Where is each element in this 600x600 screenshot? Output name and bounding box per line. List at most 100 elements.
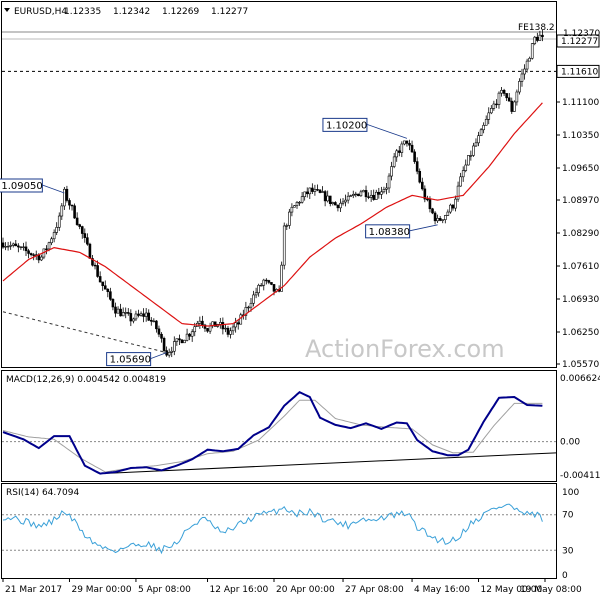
x-tick-label: 27 Apr 08:00 — [345, 585, 404, 595]
candle-body — [408, 143, 411, 146]
candle — [242, 309, 245, 320]
price-tick-label: 1.08970 — [562, 196, 599, 206]
candle-body — [403, 140, 406, 145]
candle-body — [490, 108, 493, 114]
candle-body — [103, 285, 107, 290]
candle — [165, 346, 168, 357]
candle — [515, 89, 519, 106]
candle-body — [282, 225, 286, 266]
candle — [178, 334, 181, 345]
candle-body — [502, 89, 506, 94]
candle-body — [80, 226, 84, 234]
candle-body — [265, 279, 268, 282]
candle — [45, 245, 48, 255]
candle-body — [492, 103, 496, 109]
candle — [88, 242, 92, 259]
candle — [40, 254, 43, 262]
candle-body — [40, 256, 43, 261]
candle-body — [47, 242, 51, 250]
candle — [172, 336, 176, 356]
candle — [405, 140, 409, 147]
candle-body — [137, 313, 140, 316]
candle-body — [323, 191, 327, 202]
candle — [523, 64, 526, 80]
candle-body — [157, 328, 161, 335]
candle — [86, 233, 89, 246]
candle — [433, 211, 437, 225]
candle-body — [397, 150, 401, 153]
callout-leader — [42, 184, 65, 194]
candle — [155, 320, 158, 333]
candle — [259, 282, 263, 287]
candle-body — [311, 187, 314, 192]
rsi-panel-frame — [1, 483, 557, 579]
price-callout: 1.10200 — [322, 117, 408, 139]
candle-body — [316, 189, 319, 191]
candle — [83, 228, 87, 243]
candle — [313, 184, 317, 196]
callout-box — [0, 178, 43, 193]
candle-body — [50, 238, 53, 244]
candle — [357, 193, 360, 197]
candle — [244, 301, 248, 320]
candle-body — [387, 175, 391, 189]
candle — [180, 339, 184, 344]
candle-body — [172, 341, 176, 352]
candle-body — [438, 217, 442, 221]
candle-body — [477, 135, 480, 144]
candle-body — [364, 190, 368, 198]
candle-body — [249, 302, 253, 308]
candle — [229, 327, 232, 339]
candle-body — [78, 224, 81, 227]
price-label-box — [556, 34, 600, 48]
rsi-tick-label: 70 — [562, 511, 574, 521]
x-tick-label: 29 Mar 00:00 — [71, 585, 131, 595]
candle — [119, 303, 122, 317]
candle-body — [354, 193, 358, 196]
candle — [221, 317, 225, 335]
candle-body — [22, 246, 25, 248]
candle-body — [382, 189, 386, 193]
candle-body — [415, 161, 419, 172]
candle — [160, 332, 163, 343]
rsi-tick-label: 30 — [562, 546, 574, 556]
candle-body — [155, 320, 158, 330]
candle — [149, 317, 153, 326]
price-tick-label: 1.07610 — [562, 262, 599, 272]
candle-body — [293, 205, 296, 208]
x-tick-label: 4 May 16:00 — [414, 585, 470, 595]
candle-body — [461, 170, 465, 178]
candle-body — [144, 312, 148, 317]
candle — [362, 189, 365, 193]
candle — [377, 187, 381, 199]
candle — [126, 308, 130, 316]
candle — [198, 316, 202, 329]
candle — [538, 30, 542, 41]
candle-body — [185, 333, 189, 341]
candle — [152, 318, 156, 323]
candle — [525, 58, 529, 73]
fe-label: FE138.2 — [518, 23, 555, 33]
price-tick-label: 1.09650 — [562, 164, 599, 174]
candle — [267, 279, 271, 285]
candle-body — [536, 36, 539, 41]
candle — [351, 190, 355, 199]
candle-body — [88, 243, 92, 259]
candle — [392, 152, 396, 169]
candle-body — [280, 264, 283, 292]
candle — [249, 298, 253, 312]
candle — [513, 100, 516, 112]
candle — [98, 271, 102, 283]
candle-body — [114, 306, 117, 314]
collapse-arrow-icon[interactable] — [4, 8, 10, 12]
candle — [528, 56, 531, 62]
candle-body — [313, 189, 317, 192]
candle — [270, 282, 273, 286]
candle-body — [298, 201, 301, 204]
candle-body — [270, 282, 273, 285]
candle — [111, 298, 115, 311]
macd-tick-label: 0.00 — [560, 438, 580, 448]
candle-body — [328, 195, 332, 204]
candle-body — [190, 331, 194, 337]
